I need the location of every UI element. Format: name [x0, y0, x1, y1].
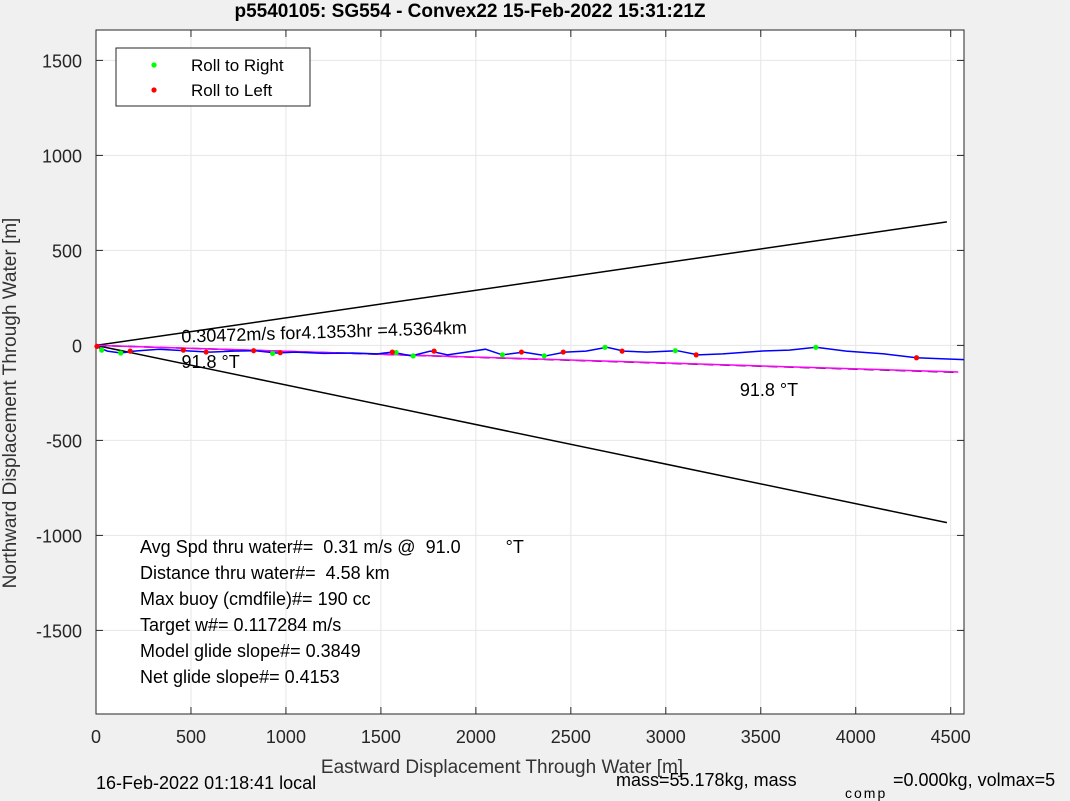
series-layer: [94, 221, 965, 524]
annotation: 91.8 °T: [181, 352, 239, 372]
legend-marker: [151, 87, 157, 93]
info-line: Avg Spd thru water#= 0.31 m/s @ 91.0 °T: [140, 537, 524, 557]
roll-right-point: [410, 353, 416, 359]
roll-left-point: [203, 349, 209, 355]
roll-right-point: [118, 350, 124, 356]
footer-mass: mass=55.178kg, mass: [616, 770, 797, 790]
x-tick-label: 0: [91, 727, 101, 747]
footer-comp: =0.000kg, volmax=5: [893, 770, 1055, 790]
legend-label: Roll to Left: [191, 81, 273, 100]
info-line: Max buoy (cmdfile)#= 190 cc: [140, 589, 371, 609]
y-tick-label: 0: [72, 336, 82, 356]
plot-frame: [95, 29, 965, 715]
info-text: Avg Spd thru water#= 0.31 m/s @ 91.0 °T D…: [140, 537, 524, 687]
info-line: Net glide slope#= 0.4153: [140, 667, 340, 687]
roll-left-point: [127, 348, 133, 354]
x-axis-label: Eastward Displacement Through Water [m]: [321, 757, 683, 778]
roll-left-point: [560, 349, 566, 355]
info-line: Distance thru water#= 4.58 km: [140, 563, 390, 583]
footer-comp-subscript: comp: [845, 785, 887, 801]
chart-title: p5540105: SG554 - Convex22 15-Feb-2022 1…: [234, 1, 705, 22]
roll-left-point: [389, 349, 395, 355]
plot-area: [96, 30, 964, 714]
x-tick-label: 500: [176, 727, 206, 747]
y-tick-label: 1500: [42, 51, 82, 71]
roll-right-point: [99, 347, 105, 353]
track-line: [95, 345, 965, 361]
roll-left-point: [913, 355, 920, 361]
roll-right-point: [499, 352, 506, 358]
roll-right-point: [393, 350, 399, 356]
roll-left-point: [431, 348, 437, 354]
y-tick-label: 1000: [42, 146, 82, 166]
roll-left-point: [277, 350, 283, 356]
x-tick-label: 2000: [456, 727, 496, 747]
legend-box: [115, 47, 311, 107]
roll-left-point: [251, 348, 257, 354]
roll-right-point: [541, 353, 547, 359]
legend-label: Roll to Right: [191, 56, 284, 75]
x-tick-label: 1000: [266, 727, 306, 747]
y-tick-label: 500: [52, 241, 82, 261]
y-axis-label: Northward Displacement Through Water [m]: [0, 218, 21, 589]
legend-marker: [151, 62, 157, 68]
roll-left-point: [619, 348, 625, 354]
cone-line: [95, 221, 948, 347]
roll-right-point: [270, 350, 276, 356]
x-tick-label: 1500: [361, 727, 401, 747]
y-tick-label: -1000: [36, 526, 82, 546]
x-tick-label: 4000: [836, 727, 876, 747]
roll-right-point: [813, 344, 819, 350]
footer-local-time: 16-Feb-2022 01:18:41 local: [96, 773, 316, 793]
info-line: Model glide slope#= 0.3849: [140, 641, 361, 661]
y-tick-label: -500: [46, 431, 82, 451]
axes: 0 500 1000 1500 2000 2500 3000 3500 4000 4500 1500…: [36, 29, 971, 747]
x-tick-label: 3000: [646, 727, 686, 747]
annotation: 91.8 °T: [740, 380, 798, 400]
x-tick-label: 2500: [551, 727, 591, 747]
roll-left-point: [94, 343, 100, 349]
legend: Roll to Right Roll to Left: [115, 47, 311, 107]
x-tick-label: 4500: [931, 727, 971, 747]
roll-left-point: [180, 347, 186, 353]
roll-right-point: [602, 344, 608, 350]
roll-right-point: [672, 348, 678, 354]
x-tick-label: 3500: [741, 727, 781, 747]
y-tick-label: -1500: [36, 621, 82, 641]
roll-left-point: [518, 349, 525, 355]
cone-line: [95, 344, 948, 524]
info-line: Target w#= 0.117284 m/s: [140, 615, 341, 635]
course-line-magenta: [95, 344, 959, 373]
roll-left-point: [693, 352, 699, 358]
